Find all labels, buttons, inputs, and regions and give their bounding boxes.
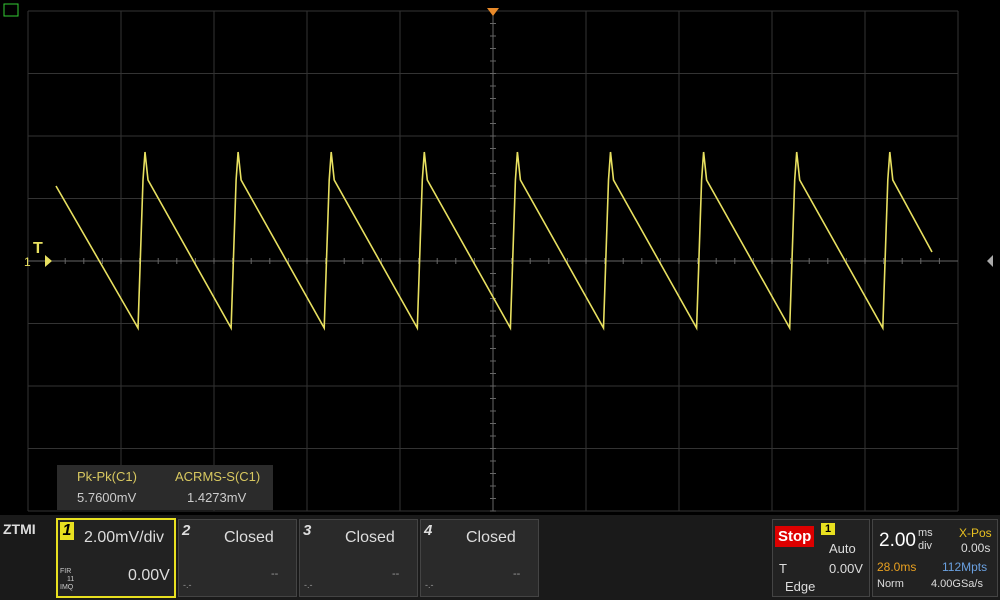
channel-status: Closed — [345, 529, 395, 546]
channel-number: 2 — [182, 522, 191, 539]
trigger-mode: Auto — [829, 541, 856, 556]
channel-scale: 2.00mV/div — [84, 529, 165, 546]
brand: ZTMI — [3, 521, 36, 537]
status-icon — [3, 3, 19, 17]
timebase-panel: 2.00 ms div X-Pos 0.00s 28.0ms 112Mpts Norm 4.00… — [872, 519, 998, 597]
trigger-panel: Stop 1 Auto T 0.00V Edge — [772, 519, 870, 597]
measure-label: ACRMS-S(C1) — [175, 469, 261, 484]
trigger-source: 1 — [821, 523, 836, 535]
channel-offset: -- — [392, 568, 400, 580]
channel-status: Closed — [224, 529, 274, 546]
channel-1[interactable]: 1 2.00mV/div 0.00V FIR 11 IMQ — [56, 518, 176, 598]
memory-depth: 112Mpts — [942, 560, 988, 574]
sample-rate: 4.00GSa/s — [931, 578, 983, 590]
waveform — [55, 151, 933, 331]
channel-number: 1 — [60, 522, 74, 540]
time-scale: 2.00 — [879, 530, 916, 551]
mode: IMQ — [60, 584, 74, 591]
channel-number: 3 — [303, 522, 312, 539]
filter-value: 11 — [67, 576, 75, 583]
trigger-label: T — [779, 561, 787, 576]
trigger-type: Edge — [785, 579, 816, 594]
trigger-marker-label: T — [33, 240, 43, 257]
run-state[interactable]: Stop — [775, 526, 815, 547]
channel-3[interactable]: 3 Closed -- -.- — [299, 519, 418, 597]
channel-4[interactable]: 4 Closed -- -.- — [420, 519, 539, 597]
filter: FIR — [60, 568, 72, 575]
channel-marker — [45, 255, 52, 267]
channel-2[interactable]: 2 Closed -- -.- — [178, 519, 297, 597]
record-time: 28.0ms — [877, 560, 917, 574]
measure-value: 1.4273mV — [187, 490, 247, 505]
channel-probe: -.- — [183, 580, 192, 590]
acq-mode: Norm — [877, 578, 904, 590]
channel-offset: -- — [513, 568, 521, 580]
channel-probe: -.- — [304, 580, 313, 590]
bottom-bar: ZTMI 1 2.00mV/div 0.00V FIR 11 IMQ 2 Clos… — [0, 515, 1000, 600]
channel-offset: -- — [271, 568, 279, 580]
channel-probe: -.- — [425, 580, 434, 590]
trigger-position-marker — [487, 8, 499, 16]
side-arrow[interactable] — [987, 255, 993, 267]
xpos-value: 0.00s — [961, 541, 991, 555]
measure-label: Pk-Pk(C1) — [77, 469, 137, 484]
measurement-panel: Pk-Pk(C1) ACRMS-S(C1) 5.7600mV 1.4273mV — [57, 465, 273, 510]
time-unit: div — [918, 540, 933, 552]
time-unit: ms — [918, 527, 933, 539]
channel-offset: 0.00V — [128, 567, 170, 584]
channel-number: 4 — [424, 522, 433, 539]
graticule: T 1 — [3, 3, 993, 512]
channel-status: Closed — [466, 529, 516, 546]
trigger-level: 0.00V — [829, 561, 863, 576]
measure-value: 5.7600mV — [77, 490, 137, 505]
xpos-label: X-Pos — [959, 526, 992, 540]
channel-marker-label: 1 — [24, 255, 31, 269]
